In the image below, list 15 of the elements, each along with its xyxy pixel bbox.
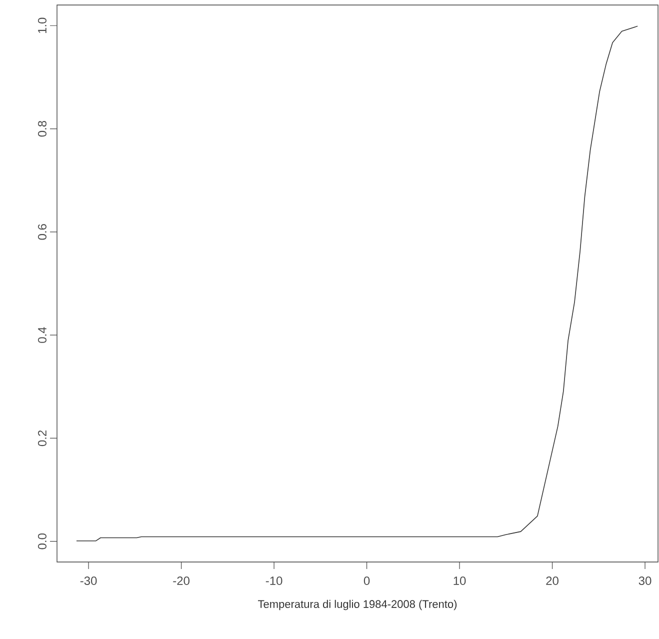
x-tick-label: 30 [638,576,652,586]
x-tick-label: 10 [454,576,466,586]
x-axis-title: Temperatura di luglio 1984-2008 (Trento) [258,600,457,610]
line-series [76,26,638,542]
y-tick-label: 0.0 [38,533,46,550]
y-tick-label: 0.2 [38,430,46,446]
x-tick-label: -10 [266,576,282,586]
x-tick-label: 20 [546,576,558,586]
x-tick-label: -20 [173,576,190,586]
x-tick-label: 0 [364,576,370,586]
y-tick-label: 0.4 [38,327,46,343]
y-tick-label: 0.6 [38,224,46,240]
x-tick-label: -30 [80,576,97,586]
y-tick-label: 1.0 [38,18,46,34]
y-tick-label: 0.8 [38,120,46,137]
